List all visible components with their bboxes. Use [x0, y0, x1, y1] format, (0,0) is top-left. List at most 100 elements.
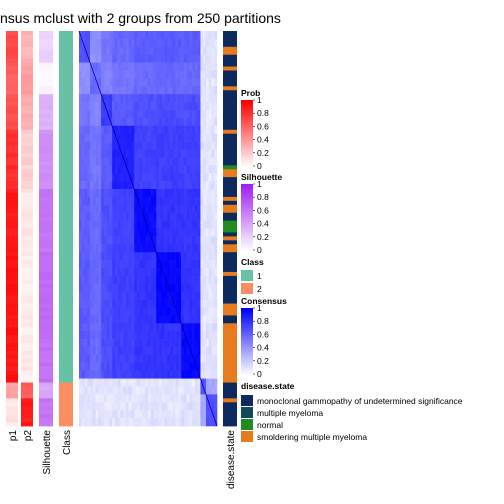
consensus-cell	[161, 354, 165, 364]
consensus-cell	[203, 315, 207, 324]
silhouette-cell	[39, 117, 53, 123]
consensus-cell	[128, 46, 132, 55]
consensus-cell	[145, 418, 149, 427]
silhouette-legend-swatch	[241, 208, 253, 211]
consensus-cell	[170, 189, 174, 198]
consensus-cell	[183, 291, 187, 300]
p2-cell	[21, 196, 33, 202]
p2-cell	[21, 165, 33, 170]
consensus-cell	[117, 339, 121, 348]
consensus-cell	[145, 212, 149, 221]
consensus-cell	[205, 347, 210, 356]
consensus-cell	[112, 323, 116, 332]
consensus-cell	[189, 38, 193, 48]
consensus-cell	[164, 347, 168, 356]
consensus-cell	[153, 275, 157, 285]
consensus-cell	[167, 386, 171, 395]
consensus-cell	[156, 62, 160, 71]
consensus-cell	[167, 244, 171, 253]
p1-cell	[6, 264, 18, 269]
consensus-cell	[159, 70, 163, 79]
consensus-cell	[103, 315, 107, 324]
p1-cell	[6, 74, 18, 79]
consensus-cell	[194, 157, 198, 166]
consensus-cell	[112, 370, 116, 379]
consensus-cell	[208, 189, 212, 198]
consensus-cell	[197, 125, 201, 134]
consensus-cell	[194, 307, 198, 316]
consensus-cell	[205, 86, 210, 95]
p2-cell	[21, 125, 33, 131]
consensus-cell	[114, 299, 118, 308]
consensus-cell	[200, 31, 204, 40]
consensus-cell	[208, 54, 212, 63]
consensus-cell	[186, 78, 190, 87]
p1-cell	[6, 169, 18, 174]
consensus-cell	[145, 244, 149, 253]
consensus-cell	[117, 252, 121, 261]
consensus-cell	[159, 125, 163, 134]
consensus-cell	[142, 220, 146, 229]
consensus-cell	[167, 418, 171, 427]
consensus-cell	[103, 149, 107, 158]
consensus-cell	[156, 86, 160, 95]
consensus-cell	[145, 260, 149, 269]
consensus-cell	[186, 133, 190, 142]
consensus-cell	[134, 86, 138, 95]
consensus-cell	[139, 117, 143, 127]
consensus-cell	[128, 204, 132, 213]
consensus-cell	[208, 212, 212, 221]
consensus-cell	[197, 117, 201, 127]
consensus-cell	[134, 347, 138, 356]
consensus-cell	[142, 228, 146, 237]
consensus-cell	[148, 362, 152, 371]
disease-state-cell	[223, 347, 237, 352]
consensus-cell	[148, 354, 152, 364]
consensus-cell	[153, 196, 157, 206]
silhouette-cell	[39, 94, 53, 99]
consensus-cell	[170, 410, 174, 419]
p2-cell	[21, 315, 33, 320]
consensus-cell	[95, 299, 99, 308]
consensus-cell	[92, 268, 96, 277]
consensus-cell	[200, 125, 204, 134]
consensus-cell	[148, 157, 152, 166]
consensus-cell	[134, 236, 138, 245]
class-cell	[59, 295, 73, 300]
consensus-cell	[214, 410, 218, 419]
consensus-cell	[139, 31, 143, 40]
consensus-cell	[150, 31, 154, 40]
consensus-cell	[192, 252, 196, 261]
consensus-cell	[128, 196, 132, 206]
consensus-cell	[101, 307, 105, 316]
consensus-cell	[214, 402, 218, 411]
consensus-cell	[98, 133, 102, 142]
class-cell	[59, 31, 73, 36]
prob-legend-swatch	[241, 163, 253, 167]
consensus-cell	[150, 141, 154, 150]
consensus-cell	[136, 275, 141, 285]
consensus-cell	[183, 38, 187, 48]
consensus-cell	[159, 354, 163, 364]
consensus-cell	[183, 31, 187, 40]
consensus-cell	[103, 275, 107, 285]
prob-legend-swatch	[241, 113, 253, 116]
consensus-cell	[175, 149, 179, 158]
consensus-cell	[90, 402, 94, 411]
consensus-cell	[109, 46, 113, 55]
consensus-cell	[178, 347, 182, 356]
consensus-cell	[164, 173, 168, 182]
prob-legend-swatch	[241, 117, 253, 121]
consensus-cell	[181, 78, 185, 87]
consensus-cell	[79, 54, 83, 63]
p2-cell	[21, 256, 33, 261]
consensus-cell	[148, 402, 152, 411]
consensus-cell	[192, 362, 196, 371]
consensus-cell	[186, 141, 190, 150]
class-cell	[59, 173, 73, 178]
consensus-cell	[128, 62, 132, 71]
consensus-cell	[109, 62, 113, 71]
consensus-cell	[90, 196, 94, 206]
consensus-cell	[103, 339, 107, 348]
consensus-cell	[156, 46, 160, 55]
